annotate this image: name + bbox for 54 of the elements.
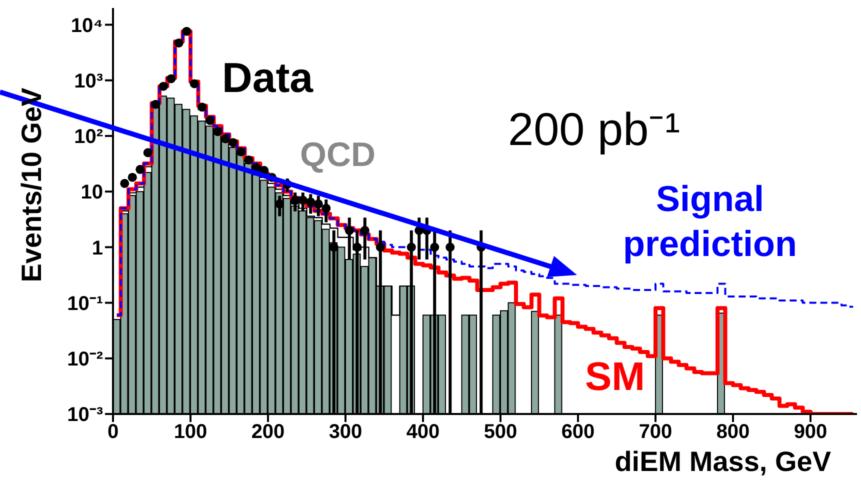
y-tick-label: 1 xyxy=(92,237,103,260)
series-label: SM xyxy=(585,354,645,401)
point xyxy=(352,242,362,252)
point xyxy=(406,242,416,252)
point xyxy=(314,199,323,208)
point xyxy=(322,204,331,213)
y-tick-label: 10⁴ xyxy=(70,14,103,37)
point xyxy=(376,242,385,252)
x-tick-label: 100 xyxy=(174,421,208,444)
point xyxy=(136,164,145,174)
point xyxy=(151,100,160,109)
point xyxy=(360,226,370,235)
y-tick-label: 10² xyxy=(74,126,104,148)
point xyxy=(220,134,230,144)
y-tick-label: 10 xyxy=(80,182,103,204)
point xyxy=(344,226,354,235)
x-tick-label: 600 xyxy=(561,421,595,444)
point xyxy=(190,79,199,88)
point xyxy=(174,38,184,48)
point xyxy=(228,138,238,148)
y-axis-title: Events/10 GeV xyxy=(16,88,48,282)
point xyxy=(236,147,246,156)
x-tick-label: 900 xyxy=(794,421,828,444)
point xyxy=(306,197,316,206)
x-tick-label: 200 xyxy=(251,421,285,444)
point xyxy=(244,155,254,164)
x-tick-label: 300 xyxy=(328,421,362,444)
point xyxy=(143,148,152,158)
x-axis-title: diEM Mass, GeV xyxy=(614,446,831,478)
y-tick-label: 10³ xyxy=(74,70,104,92)
series-label: Signal prediction xyxy=(622,177,798,266)
point xyxy=(213,127,222,136)
y-tick-label: 10⁻³ xyxy=(67,404,104,426)
point xyxy=(430,242,440,252)
point xyxy=(275,199,284,208)
x-tick-label: 500 xyxy=(484,421,518,444)
x-tick-label: 800 xyxy=(716,421,750,444)
point xyxy=(166,74,176,84)
point xyxy=(128,172,137,182)
annotation: 200 pb⁻¹ xyxy=(508,102,680,157)
point xyxy=(446,242,455,252)
point xyxy=(158,82,168,91)
point xyxy=(182,26,192,36)
point xyxy=(298,196,308,205)
point xyxy=(205,116,214,125)
x-tick-label: 0 xyxy=(107,421,119,444)
series-label: QCD xyxy=(300,135,376,176)
x-tick-label: 400 xyxy=(406,421,440,444)
series-label: Data xyxy=(222,53,314,103)
point xyxy=(198,102,207,112)
point xyxy=(120,178,130,188)
x-tick-label: 700 xyxy=(638,421,672,444)
y-tick-label: 10⁻¹ xyxy=(67,292,104,315)
y-tick-label: 10⁻² xyxy=(67,348,104,370)
